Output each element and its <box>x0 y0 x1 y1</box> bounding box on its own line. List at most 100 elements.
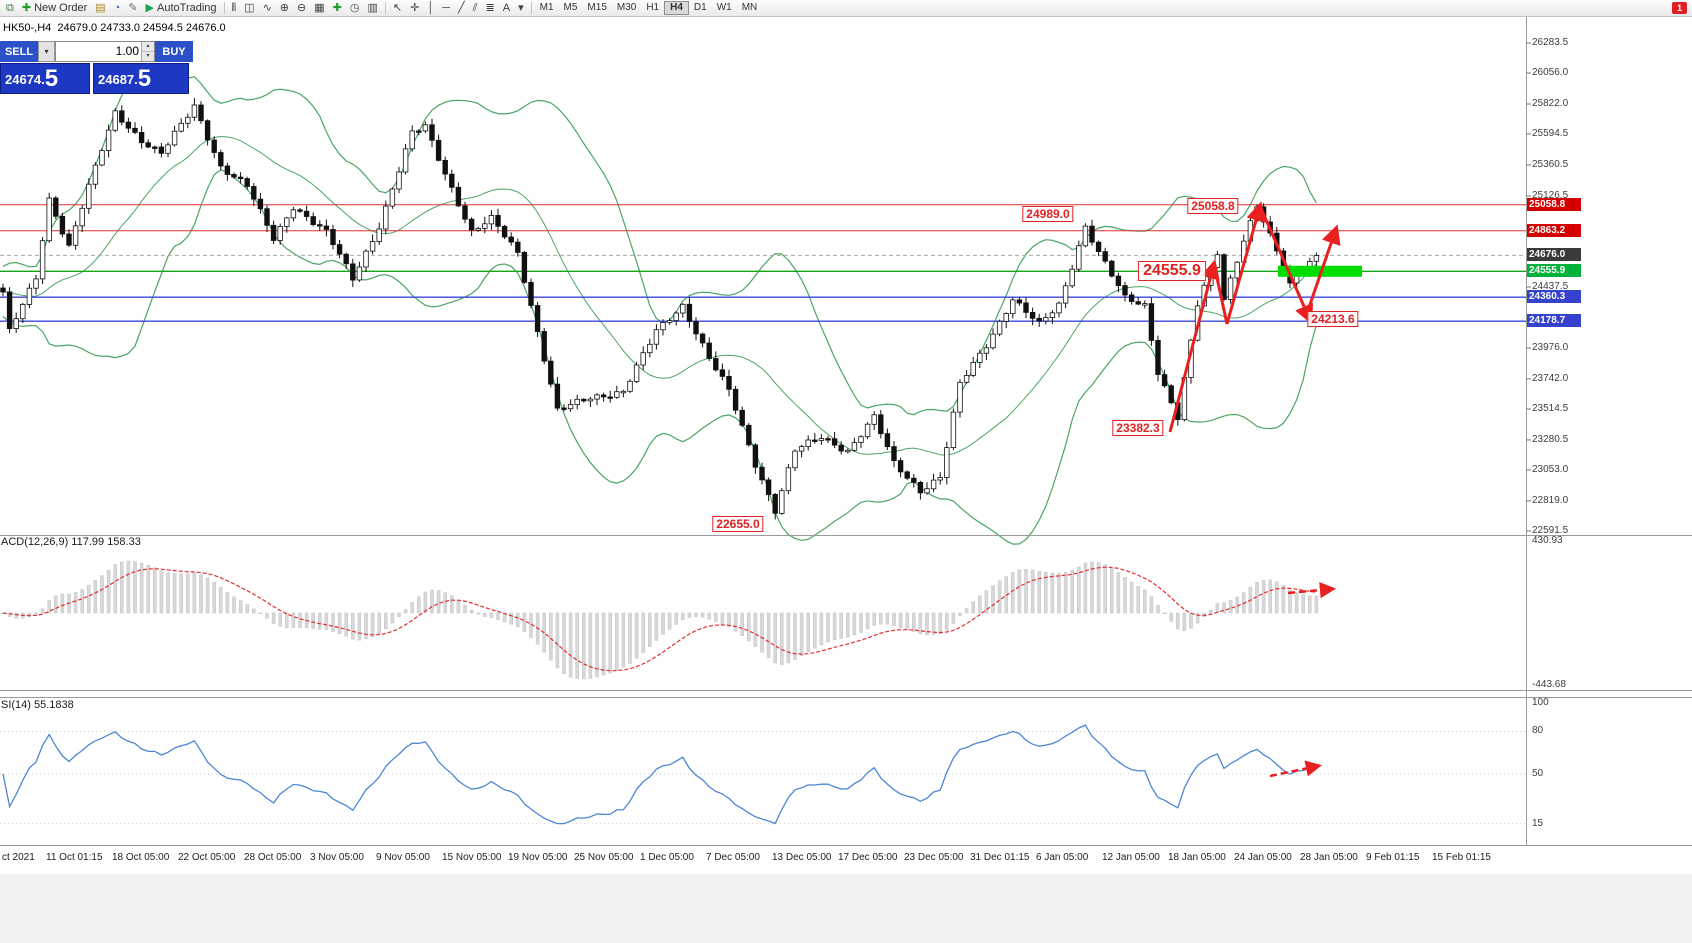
date-axis-label: 23 Dec 05:00 <box>904 852 964 863</box>
date-axis-label: 24 Jan 05:00 <box>1234 852 1292 863</box>
trade-panel-price-row: 24674. 5 24687. 5 <box>0 63 193 94</box>
rsi-line <box>2 724 1317 825</box>
date-axis-label: 22 Oct 05:00 <box>178 852 236 863</box>
price-tag: 24555.9 <box>1527 264 1581 278</box>
price-annotation: 22655.0 <box>712 516 764 532</box>
buy-price-main: 24687. <box>98 72 138 87</box>
bar-chart-icon: ⫴ <box>231 1 237 14</box>
templates-icon[interactable]: ▥ <box>363 0 381 16</box>
tile-windows-icon[interactable]: ▦ <box>310 0 328 16</box>
volume-dropdown-button[interactable]: ▾ <box>38 41 55 62</box>
price-axis-label: 25360.5 <box>1532 158 1569 170</box>
notification-badge[interactable]: 1 <box>1672 2 1687 14</box>
zoom-in-icon: ⊕ <box>279 1 290 14</box>
periods-icon[interactable]: ◷ <box>346 0 364 16</box>
horizontal-line-icon[interactable]: ─ <box>438 0 454 16</box>
bar-chart-icon[interactable]: ⫴ <box>228 0 241 16</box>
date-axis-label: 28 Jan 05:00 <box>1300 852 1358 863</box>
price-axis-label: 25822.0 <box>1532 97 1569 109</box>
date-axis-label: 12 Jan 05:00 <box>1102 852 1160 863</box>
price-axis-label: 24437.5 <box>1532 280 1569 292</box>
horizontal-level-lines[interactable] <box>0 204 1526 322</box>
date-axis-label: 3 Nov 05:00 <box>310 852 364 863</box>
chart-symbol-ohlc: HK50-,H4 24679.0 24733.0 24594.5 24676.0 <box>3 22 226 34</box>
indicators-icon[interactable]: ✚ <box>329 0 346 16</box>
new-order-button[interactable]: ✚ New Order <box>18 0 91 16</box>
price-axis-label: 23514.5 <box>1532 402 1569 414</box>
text-icon[interactable]: A <box>499 0 514 16</box>
zoom-in-icon[interactable]: ⊕ <box>276 0 293 16</box>
line-chart-icon[interactable]: ∿ <box>259 0 276 16</box>
date-axis-label: 18 Oct 05:00 <box>112 852 170 863</box>
fibonacci-icon[interactable]: ≣ <box>482 0 499 16</box>
price-axis-label: 26056.0 <box>1532 67 1569 79</box>
date-axis-label: 13 Dec 05:00 <box>772 852 832 863</box>
toolbar: ⧉ ✚ New Order ▤ ◔ ✎ ▶ AutoTrading ⫴ ◫ ∿ ⊕ ⊖ ▦ ✚ ◷ ▥ ↖ ✛ │ ─ ╱… <box>0 0 1692 17</box>
timeframe-button-m30[interactable]: M30 <box>616 2 637 13</box>
date-axis-label: 7 Dec 05:00 <box>706 852 760 863</box>
market-watch-icon[interactable]: ▤ <box>91 0 109 16</box>
price-axis-label: 23976.0 <box>1532 341 1569 353</box>
rsi-scale-label: 15 <box>1532 817 1544 829</box>
sell-price-main: 24674. <box>5 72 45 87</box>
shapes-icon[interactable]: ▾ <box>514 0 528 16</box>
buy-price-display[interactable]: 24687. 5 <box>93 63 189 94</box>
crosshair-icon[interactable]: ✛ <box>406 0 423 16</box>
vertical-line-icon[interactable]: │ <box>423 0 438 16</box>
price-axis-label: 23280.5 <box>1532 433 1569 445</box>
macd-scale-top: 430.93 <box>1532 535 1563 546</box>
timeframe-button-m5[interactable]: M5 <box>563 2 578 13</box>
strategy-tester-icon[interactable]: ✎ <box>124 0 141 16</box>
buy-button[interactable]: BUY <box>155 41 193 62</box>
price-tag: 24178.7 <box>1527 314 1581 328</box>
timeframe-button-m1[interactable]: M1 <box>539 2 554 13</box>
indicators-icon: ✚ <box>332 1 342 14</box>
macd-signal-line <box>2 566 1317 672</box>
sell-price-big-digit: 5 <box>44 65 59 92</box>
new-order-icon: ✚ <box>21 1 32 14</box>
date-axis-label: 1 Dec 05:00 <box>640 852 694 863</box>
buy-price-big-digit: 5 <box>137 65 152 92</box>
new-chart-icon: ⧉ <box>6 1 14 14</box>
channel-icon[interactable]: ⫽ <box>469 0 482 16</box>
timeframe-button-m15[interactable]: M15 <box>587 2 607 13</box>
cursor-icon: ↖ <box>392 1 403 14</box>
toolbar-separator <box>223 2 225 14</box>
price-axis-label: 25594.5 <box>1532 128 1569 140</box>
timeframe-button-h4[interactable]: H4 <box>664 1 689 15</box>
candlestick-icon[interactable]: ◫ <box>240 0 258 16</box>
panel-separators[interactable] <box>0 17 1692 846</box>
trend-arrows <box>1168 201 1341 778</box>
timeframe-button-mn[interactable]: MN <box>741 2 758 13</box>
date-axis-label: 25 Nov 05:00 <box>574 852 634 863</box>
stepper-down-icon[interactable]: ▾ <box>142 52 154 61</box>
timeframe-button-w1[interactable]: W1 <box>716 2 732 13</box>
toolbar-separator <box>530 2 532 14</box>
timeframe-button-h1[interactable]: H1 <box>646 2 660 13</box>
sell-price-display[interactable]: 24674. 5 <box>0 63 90 94</box>
timeframe-button-d1[interactable]: D1 <box>693 2 707 13</box>
data-window-icon[interactable]: ◔ <box>110 0 125 16</box>
autotrading-button[interactable]: ▶ AutoTrading <box>142 0 221 16</box>
volume-input[interactable]: 1.00 ▴ ▾ <box>55 41 155 62</box>
trendline-icon[interactable]: ╱ <box>454 0 469 16</box>
sell-button[interactable]: SELL <box>0 41 38 62</box>
price-annotation: 23382.3 <box>1112 420 1164 436</box>
zoom-out-icon[interactable]: ⊖ <box>293 0 310 16</box>
date-axis-label: 18 Jan 05:00 <box>1168 852 1226 863</box>
price-annotation: 24213.6 <box>1307 311 1359 327</box>
price-axis-label: 25126.5 <box>1532 189 1569 201</box>
price-axis-ticks <box>1526 42 1531 532</box>
macd-indicator-label: ACD(12,26,9) 117.99 158.33 <box>1 536 141 548</box>
line-chart-icon: ∿ <box>262 1 272 14</box>
new-chart-icon[interactable]: ⧉ <box>2 0 18 16</box>
date-axis-label: 19 Nov 05:00 <box>508 852 568 863</box>
autotrading-button-label: AutoTrading <box>157 2 217 14</box>
cursor-icon[interactable]: ↖ <box>389 0 406 16</box>
price-annotation: 24989.0 <box>1022 206 1074 222</box>
templates-icon: ▥ <box>367 1 378 14</box>
new-order-button-label: New Order <box>34 2 88 14</box>
stepper-up-icon[interactable]: ▴ <box>142 42 154 52</box>
